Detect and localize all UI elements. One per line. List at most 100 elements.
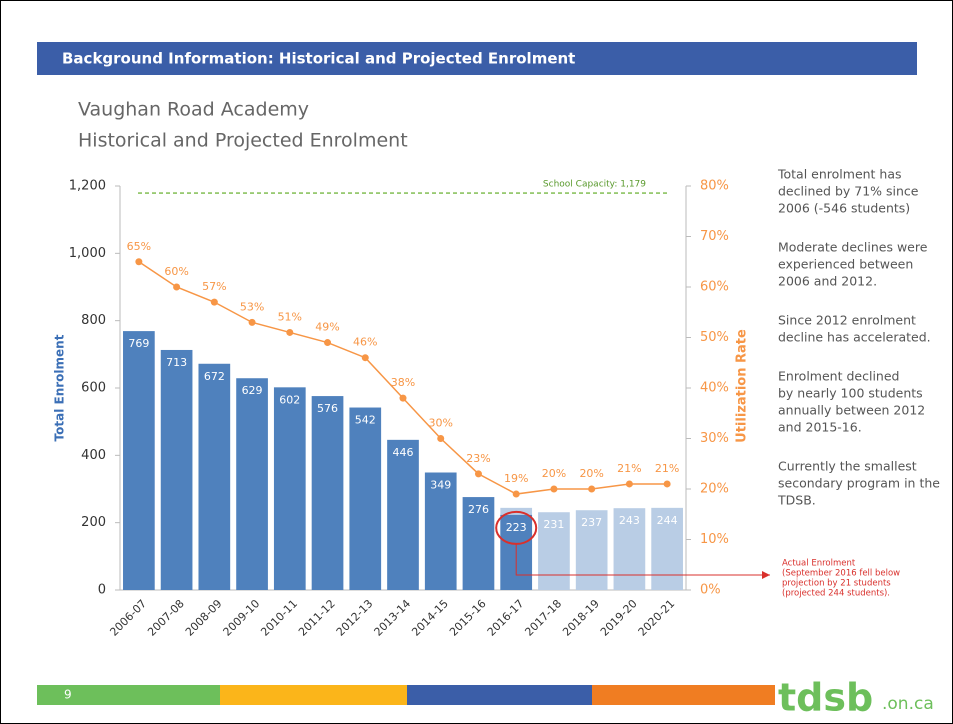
- utilization-label: 30%: [429, 417, 453, 430]
- bar-label: 602: [279, 393, 300, 406]
- bar: [273, 387, 306, 590]
- y-tick-label: 800: [81, 313, 106, 328]
- utilization-point: [135, 258, 143, 266]
- utilization-label: 19%: [504, 472, 528, 485]
- note-text: experienced between: [778, 257, 913, 272]
- utilization-label: 23%: [466, 452, 490, 465]
- page-number: 9: [64, 688, 72, 702]
- bar-label: 629: [242, 384, 263, 397]
- capacity-label: School Capacity: 1,179: [543, 180, 646, 190]
- annotation-arrowhead: [762, 571, 770, 579]
- bar: [123, 331, 155, 590]
- y2-tick-label: 0%: [700, 583, 721, 598]
- header-title: Background Information: Historical and P…: [62, 50, 575, 68]
- y-tick-label: 600: [81, 381, 106, 396]
- utilization-point: [173, 283, 181, 291]
- utilization-label: 21%: [655, 462, 679, 475]
- logo: tdsb: [778, 676, 873, 720]
- utilization-point: [286, 328, 294, 336]
- bar-label: 244: [657, 514, 678, 527]
- bar-label: 237: [581, 516, 602, 529]
- bar: [651, 507, 683, 590]
- bar: [538, 512, 570, 590]
- footer-yellow: [220, 685, 407, 705]
- bar: [349, 407, 382, 590]
- note-text: Currently the smallest: [778, 459, 917, 474]
- note-text: declined by 71% since: [778, 184, 919, 199]
- utilization-label: 20%: [542, 467, 566, 480]
- utilization-point: [550, 485, 558, 493]
- utilization-point: [663, 480, 671, 488]
- footer-blue: [407, 685, 592, 705]
- bar-label: 769: [128, 337, 149, 350]
- note-text: 2006 and 2012.: [778, 274, 877, 289]
- bar: [575, 510, 608, 590]
- note-text: annually between 2012: [778, 403, 925, 418]
- bar-label: 276: [468, 503, 489, 516]
- y2-tick-label: 10%: [700, 532, 729, 547]
- bar: [387, 439, 419, 590]
- utilization-point: [474, 470, 482, 478]
- logo-suffix: .on.ca: [882, 694, 934, 714]
- note-text: and 2015-16.: [778, 420, 862, 435]
- bar-label: 349: [430, 479, 451, 492]
- y-tick-label: 1,000: [69, 246, 106, 261]
- bar-label: 446: [393, 446, 414, 459]
- y2-tick-label: 80%: [700, 179, 729, 194]
- utilization-label: 49%: [315, 321, 339, 334]
- header-bar: [37, 42, 917, 75]
- annotation-text: (September 2016 fell below: [782, 569, 900, 579]
- note-text: secondary program in the: [778, 476, 940, 491]
- note-text: 2006 (-546 students): [778, 201, 910, 216]
- footer-orange: [592, 685, 775, 705]
- utilization-label: 21%: [617, 462, 641, 475]
- annotation-arrow: [515, 543, 770, 576]
- y2-tick-label: 40%: [700, 381, 729, 396]
- y-tick-label: 1,200: [69, 179, 106, 194]
- y2-tick-label: 50%: [700, 330, 729, 345]
- utilization-label: 53%: [240, 300, 264, 313]
- bar: [462, 497, 495, 590]
- bar: [198, 363, 231, 590]
- annotation-text: projection by 21 students: [782, 579, 891, 589]
- utilization-point: [361, 354, 369, 362]
- utilization-label: 51%: [278, 310, 302, 323]
- y2-tick-label: 60%: [700, 280, 729, 295]
- y-tick-label: 200: [81, 515, 106, 530]
- bar-label: 576: [317, 402, 338, 415]
- bar: [160, 349, 193, 590]
- utilization-label: 65%: [127, 240, 151, 253]
- chart-subtitle: Historical and Projected Enrolment: [78, 130, 408, 152]
- bar-label: 243: [619, 514, 640, 527]
- utilization-point: [588, 485, 596, 493]
- utilization-point: [248, 318, 256, 326]
- note-text: TDSB.: [777, 493, 816, 508]
- bar-label: 672: [204, 370, 225, 383]
- footer-green: [37, 685, 220, 705]
- utilization-label: 57%: [202, 280, 226, 293]
- bar-label: 713: [166, 356, 187, 369]
- utilization-label: 38%: [391, 376, 415, 389]
- y-axis-title: Total Enrolment: [53, 334, 67, 441]
- utilization-point: [399, 394, 407, 402]
- chart-title: Vaughan Road Academy: [78, 99, 309, 121]
- y2-axis-title: Utilization Rate: [735, 329, 750, 443]
- utilization-point: [324, 339, 332, 347]
- bar: [613, 508, 646, 590]
- utilization-point: [210, 298, 218, 306]
- bar: [236, 378, 268, 590]
- utilization-point: [625, 480, 633, 488]
- note-text: Moderate declines were: [778, 240, 928, 255]
- note-text: Since 2012 enrolment: [778, 313, 916, 328]
- bar-label: 223: [506, 521, 527, 534]
- y-tick-label: 0: [98, 583, 106, 598]
- utilization-point: [512, 490, 520, 498]
- y-tick-label: 400: [81, 448, 106, 463]
- bar: [424, 472, 457, 590]
- y2-tick-label: 20%: [700, 482, 729, 497]
- annotation-text: Actual Enrolment: [782, 559, 856, 569]
- bar-label: 542: [355, 414, 376, 427]
- utilization-point: [437, 435, 445, 442]
- utilization-label: 60%: [164, 265, 188, 278]
